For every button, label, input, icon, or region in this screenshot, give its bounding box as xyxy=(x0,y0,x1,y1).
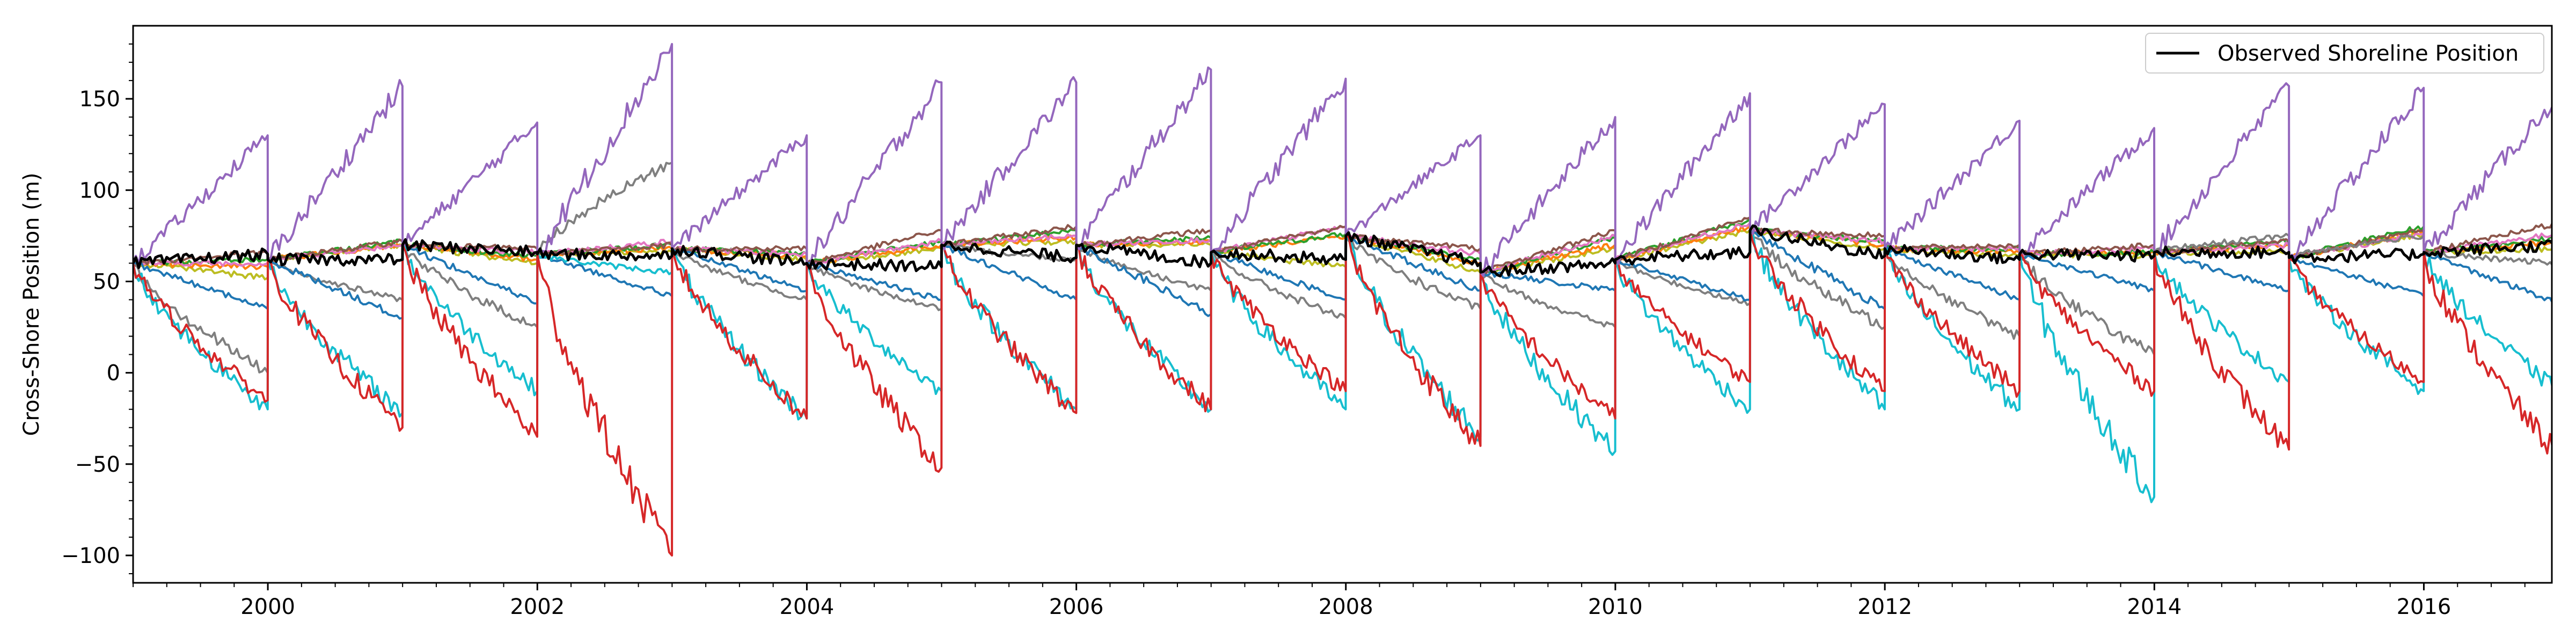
y-axis-title: Cross-Shore Position (m) xyxy=(19,173,44,436)
x-tick-label: 2002 xyxy=(510,595,565,619)
y-tick-label: 0 xyxy=(107,361,120,386)
x-tick-label: 2016 xyxy=(2397,595,2451,619)
x-tick-label: 2004 xyxy=(780,595,835,619)
x-tick-label: 2010 xyxy=(1588,595,1643,619)
x-tick-label: 2006 xyxy=(1049,595,1104,619)
y-tick-label: −50 xyxy=(75,452,120,477)
y-tick-label: 50 xyxy=(93,269,120,294)
x-tick-label: 2000 xyxy=(240,595,295,619)
y-tick-label: −100 xyxy=(61,544,120,568)
legend-label-observed: Observed Shoreline Position xyxy=(2218,41,2519,66)
y-axis: −100 −50 0 50 100 150 xyxy=(61,43,133,574)
y-tick-label: 150 xyxy=(79,87,120,112)
legend-box xyxy=(2145,33,2544,74)
x-axis: 2000 2002 2004 2006 2008 2010 2012 2014 2016 xyxy=(133,583,2526,619)
series-forecast-line xyxy=(133,43,2552,277)
series-layer xyxy=(133,43,2552,557)
y-tick-label: 100 xyxy=(79,178,120,203)
x-tick-label: 2008 xyxy=(1319,595,1373,619)
x-tick-label: 2014 xyxy=(2127,595,2182,619)
legend: Observed Shoreline Position xyxy=(2145,33,2544,74)
x-tick-label: 2012 xyxy=(1857,595,1912,619)
series-forecast-line xyxy=(133,229,2552,557)
plot-frame xyxy=(132,25,2553,584)
series-observed-line xyxy=(133,224,2552,277)
